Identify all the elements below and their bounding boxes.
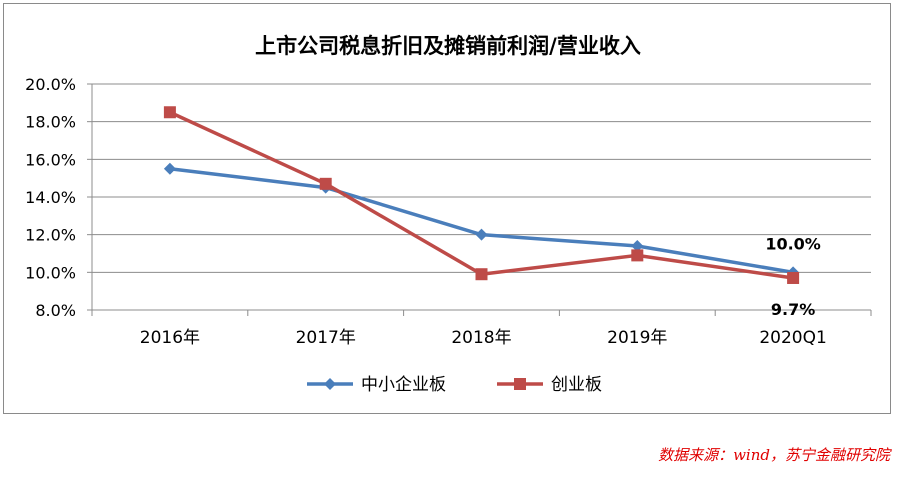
- chart-frame: 上市公司税息折旧及摊销前利润/营业收入 8.0% 10.0% 12.0% 14.0% 1…: [3, 3, 891, 414]
- data-point: [163, 106, 176, 119]
- legend-marker: [514, 378, 526, 390]
- axes: 8.0% 10.0% 12.0% 14.0% 16.0% 18.0% 20.0% 2016年 2…: [25, 75, 872, 348]
- gridlines: [92, 83, 871, 273]
- chart-title: 上市公司税息折旧及摊销前利润/营业收入: [255, 34, 641, 58]
- y-tick-label: 16.0%: [25, 150, 76, 169]
- data-point: [475, 228, 488, 241]
- source-note: 数据来源：wind，苏宁金融研究院: [658, 446, 890, 464]
- y-tick-label: 14.0%: [25, 188, 76, 207]
- legend: 中小企业板 创业板: [307, 375, 602, 395]
- legend-label: 创业板: [551, 375, 602, 395]
- y-tick-label: 12.0%: [25, 226, 76, 245]
- y-tick-label: 18.0%: [25, 113, 76, 132]
- x-tick-label: 2019年: [607, 328, 667, 348]
- data-point: [631, 239, 644, 252]
- y-tick-label: 20.0%: [25, 75, 76, 94]
- data-point: [475, 268, 488, 281]
- series-line: [169, 167, 794, 275]
- x-tick-label: 2020Q1: [759, 328, 826, 348]
- series-lines: [163, 106, 800, 284]
- data-point: [163, 162, 176, 175]
- legend-label: 中小企业板: [361, 375, 446, 395]
- data-labels: 10.0% 9.7%: [765, 234, 821, 319]
- data-label: 10.0%: [765, 234, 821, 253]
- series-line: [169, 110, 794, 280]
- data-point: [787, 271, 800, 284]
- x-tick-label: 2016年: [140, 328, 200, 348]
- line-chart: 上市公司税息折旧及摊销前利润/营业收入 8.0% 10.0% 12.0% 14.0% 1…: [25, 34, 872, 395]
- x-tick-label: 2018年: [451, 328, 511, 348]
- data-point: [631, 249, 644, 262]
- y-tick-label: 10.0%: [25, 263, 76, 282]
- y-tick-label: 8.0%: [35, 301, 76, 320]
- x-tick-label: 2017年: [296, 328, 356, 348]
- legend-marker: [324, 378, 336, 390]
- data-label: 9.7%: [771, 300, 815, 319]
- data-point: [319, 177, 332, 190]
